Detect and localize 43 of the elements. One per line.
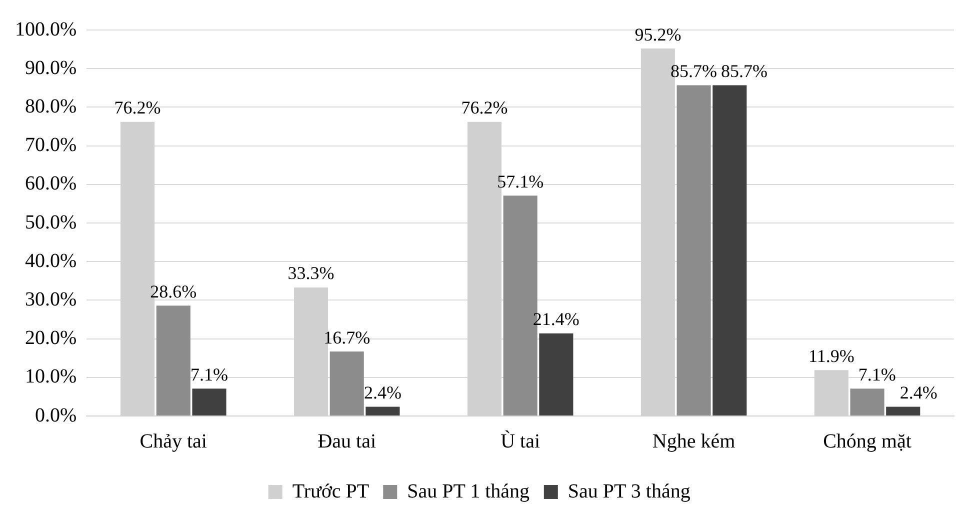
text: 2.4%	[364, 382, 402, 402]
x-tick-label: Chảy tai	[140, 430, 208, 452]
legend-label: Sau PT 3 tháng	[568, 480, 690, 502]
legend-label: Trước PT	[292, 480, 370, 502]
bar	[330, 352, 364, 416]
y-tick-label: 90.0%	[24, 56, 77, 79]
y-tick-label: 60.0%	[24, 172, 77, 195]
text: 33.3%	[288, 263, 334, 284]
y-tick-label: 70.0%	[24, 134, 77, 156]
x-tick-label: Ù tai	[500, 429, 540, 452]
y-tick-label: 50.0%	[24, 211, 77, 234]
y-tick-label: 30.0%	[24, 288, 77, 310]
bar	[192, 388, 226, 416]
bar	[886, 406, 920, 416]
text: 85.7%	[721, 60, 768, 81]
text: 28.6%	[150, 281, 197, 302]
x-tick-label: Chóng mặt	[823, 430, 912, 452]
bar	[539, 333, 574, 416]
text: 7.1%	[858, 364, 896, 384]
y-tick-label: 0.0%	[34, 404, 77, 426]
y-tick-label: 100.0%	[14, 18, 77, 40]
text: 16.7%	[324, 327, 370, 348]
bar	[156, 306, 190, 416]
legend-label: Sau PT 1 tháng	[407, 480, 530, 502]
y-tick-label: 10.0%	[24, 366, 77, 388]
bar	[850, 388, 884, 416]
text: 11.9%	[808, 346, 854, 366]
bar	[676, 85, 711, 416]
y-tick-label: 20.0%	[24, 327, 77, 350]
y-tick-label: 40.0%	[24, 250, 77, 272]
y-tick-label: 80.0%	[24, 95, 77, 118]
text: 57.1%	[497, 171, 544, 192]
bar	[712, 85, 747, 416]
text: 76.2%	[461, 98, 508, 118]
text: 7.1%	[190, 364, 228, 384]
text: 76.2%	[114, 98, 161, 118]
bar	[366, 406, 400, 416]
x-tick-label: Đau tai	[318, 430, 376, 452]
text: 2.4%	[900, 382, 938, 402]
text: 85.7%	[670, 60, 718, 81]
text: 21.4%	[532, 309, 580, 330]
text: 95.2%	[634, 24, 682, 44]
x-tick-label: Nghe kém	[652, 430, 736, 452]
